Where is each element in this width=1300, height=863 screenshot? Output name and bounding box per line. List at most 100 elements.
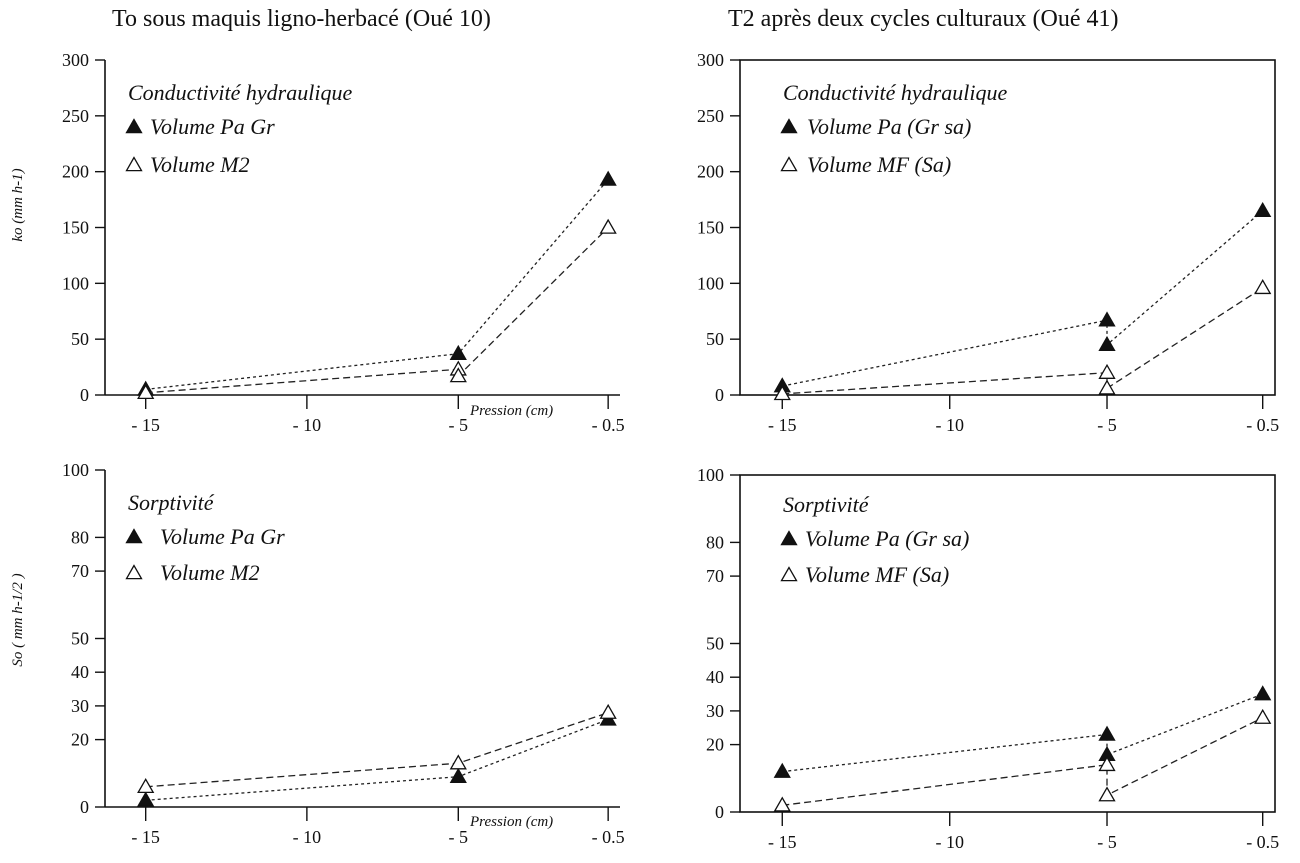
data-point [1254,201,1272,218]
legend-marker [125,528,143,544]
x-tick-label: - 15 [131,827,160,847]
chart-panel-top-left: 0 50 100 150 200 250 300 - 15 - 10 - 5 - 0.5 Pressi… [10,50,625,435]
data-point [449,767,467,783]
legend-marker [780,530,798,546]
figure-title-left: To sous maquis ligno-herbacé (Oué 10) [112,6,491,32]
y-tick-label: 50 [706,634,724,654]
data-point [599,218,617,234]
data-point [449,344,467,360]
legend-marker [125,564,143,580]
data-point [1098,756,1116,772]
data-point [449,367,467,383]
y-tick-label: 80 [706,532,724,552]
y-tick-label: 250 [62,106,89,126]
y-tick-label: 300 [62,50,89,70]
y-tick-label: 0 [80,385,89,405]
series-volume-pa-gr-sa- [773,685,1272,778]
data-point [1098,311,1116,327]
x-axis-label: Pression (cm) [469,403,553,419]
series-line [145,718,609,801]
series-line [782,210,1264,387]
x-tick-label: - 5 [1097,832,1117,852]
y-tick-label: 300 [697,50,724,70]
legend-entry: Volume M2 [150,152,250,177]
y-tick-label: 150 [62,218,89,238]
data-point [137,777,155,794]
legend-marker [780,118,798,134]
series-volume-m2 [137,703,617,794]
plot-frame [739,59,1276,396]
series-volume-pa-gr-sa- [773,201,1272,393]
data-point [1098,786,1116,802]
series-line [145,711,609,788]
series-line [145,179,609,391]
y-tick-label: 70 [706,566,724,586]
data-point [773,796,791,812]
data-point [1254,685,1272,701]
x-tick-label: - 10 [293,415,322,435]
panel-annotation: Sorptivité [783,492,870,517]
y-tick-label: 80 [71,527,89,547]
y-tick-label: 50 [71,329,89,349]
legend-entry: Volume Pa (Gr sa) [807,114,971,139]
series-volume-pa-gr [137,710,617,807]
y-tick-label: 30 [71,696,89,716]
x-tick-label: - 10 [935,832,964,852]
y-tick-label: 200 [697,162,724,182]
panel-annotation: Sorptivité [128,490,215,515]
series-line [782,717,1263,806]
data-point [1098,363,1116,379]
panel-annotation: Conductivité hydraulique [783,80,1007,105]
series-volume-pa-gr [137,170,617,396]
data-point [1098,335,1116,352]
y-tick-label: 20 [706,735,724,755]
legend-marker [125,156,143,172]
legend-entry: Volume MF (Sa) [805,562,949,587]
x-tick-label: - 10 [935,415,964,435]
y-tick-label: 40 [71,662,89,682]
data-point [773,762,791,778]
x-tick-label: - 5 [1097,415,1117,435]
legend-entry: Volume Pa (Gr sa) [805,526,969,551]
legend-marker [125,118,143,134]
data-point [599,170,617,186]
data-point [137,383,155,400]
x-tick-label: - 15 [131,415,160,435]
x-axis-label: Pression (cm) [469,814,553,830]
x-tick-label: - 15 [768,832,797,852]
y-axis-label: So ( mm h-1/2 ) [10,573,26,666]
series-line [782,693,1263,773]
y-tick-label: 100 [697,273,724,293]
series-volume-m2 [137,218,617,400]
data-point [1254,278,1272,295]
y-tick-label: 100 [697,465,724,485]
y-tick-label: 0 [80,797,89,817]
y-tick-label: 100 [62,273,89,293]
y-tick-label: 70 [71,561,89,581]
x-tick-label: - 0.5 [592,827,625,847]
chart-panel-top-right: 0 50 100 150 200 250 300 - 15 - 10 - 5 - 0.5 Conduc… [697,50,1279,435]
y-tick-label: 20 [71,730,89,750]
y-tick-label: 150 [697,218,724,238]
series-line [145,227,609,394]
y-tick-label: 0 [715,385,724,405]
y-axis-label: ko (mm h-1) [10,168,26,241]
x-tick-label: - 10 [293,827,322,847]
x-tick-label: - 0.5 [1246,415,1279,435]
x-tick-label: - 15 [768,415,797,435]
x-tick-label: - 5 [449,415,469,435]
y-tick-label: 100 [62,460,89,480]
legend-marker [780,156,798,172]
chart-panel-bottom-right: 0 20 30 40 50 70 80 100 - 15 - 10 - 5 - 0.5 Sorptivi… [697,465,1279,852]
data-point [1254,708,1272,724]
y-tick-label: 50 [71,629,89,649]
y-tick-label: 30 [706,701,724,721]
data-point [449,754,467,770]
data-point [773,385,791,401]
legend-entry: Volume M2 [160,560,260,585]
legend-entry: Volume Pa Gr [150,114,275,139]
data-point [599,703,617,719]
x-tick-label: - 5 [449,827,469,847]
x-tick-label: - 0.5 [1246,832,1279,852]
